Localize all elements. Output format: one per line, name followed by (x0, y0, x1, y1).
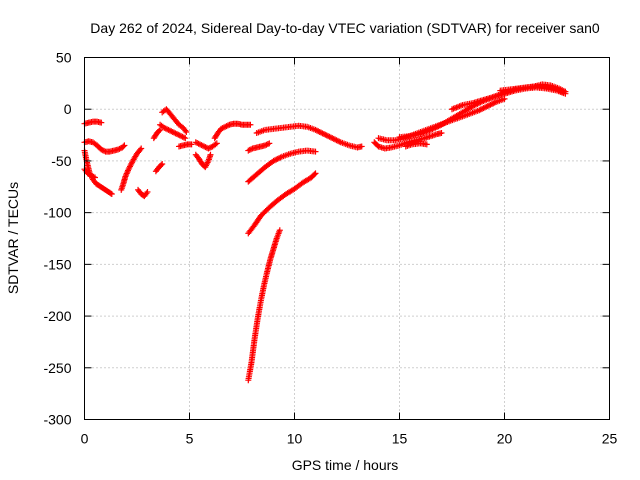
grid-lines (84, 57, 610, 420)
x-tick-labels: 0 5 10 15 20 25 (81, 431, 618, 447)
series-s10 (157, 121, 189, 142)
series-s18 (245, 170, 319, 237)
x-tick-label: 25 (602, 431, 618, 447)
y-tick-label: -250 (43, 360, 71, 376)
y-tick-label: -100 (43, 205, 71, 221)
data-point (108, 191, 115, 198)
data-point (276, 227, 283, 234)
data-point (423, 141, 430, 148)
y-axis-label: SDTVAR / TECUs (5, 182, 21, 294)
series-s8 (150, 126, 164, 142)
series-s9 (159, 106, 190, 135)
series-s1 (81, 118, 105, 127)
plot-frame (84, 57, 610, 420)
series-s2 (81, 138, 128, 155)
data-point (92, 174, 98, 181)
x-axis-label: GPS time / hours (292, 457, 399, 473)
y-tick-label: 50 (56, 50, 72, 66)
series-s11 (176, 141, 195, 150)
data-point (188, 141, 195, 148)
y-tick-label: -300 (43, 412, 71, 428)
x-tick-label: 15 (392, 431, 408, 447)
data-point (159, 161, 166, 168)
data-point (266, 140, 273, 147)
series-s14 (211, 120, 254, 142)
series-s17 (245, 147, 319, 185)
series-s15 (245, 140, 273, 154)
data-point (143, 190, 150, 197)
x-tick-label: 20 (497, 431, 513, 447)
series-s19 (245, 227, 283, 384)
data-point (107, 190, 114, 197)
y-tick-labels: -300 -250 -200 -150 -100 -50 0 50 (43, 50, 71, 428)
data-points (81, 81, 569, 384)
data-point (156, 127, 163, 134)
data-point (137, 146, 144, 153)
series-s12 (192, 151, 214, 171)
data-point (501, 95, 508, 102)
x-tick-label: 0 (81, 431, 89, 447)
data-point (207, 151, 214, 158)
y-tick-label: -50 (51, 153, 71, 169)
series-s5 (118, 145, 145, 193)
data-point (98, 119, 105, 126)
data-point (121, 142, 128, 149)
axis-ticks (84, 57, 610, 420)
data-point (157, 126, 164, 133)
data-point (213, 140, 220, 147)
data-point (312, 170, 319, 177)
series-s24 (497, 81, 569, 95)
series-s13 (192, 139, 220, 152)
series-s25 (402, 140, 430, 150)
y-tick-label: -150 (43, 256, 71, 272)
y-tick-label: 0 (64, 101, 72, 117)
data-point (98, 146, 105, 153)
data-point (263, 141, 270, 148)
series-s16 (253, 122, 365, 151)
data-point (138, 145, 145, 152)
data-point (438, 130, 445, 137)
data-point (87, 172, 94, 179)
x-tick-label: 5 (186, 431, 194, 447)
data-point (311, 171, 318, 178)
data-point (248, 146, 255, 153)
data-point (312, 148, 319, 155)
series-s22 (396, 83, 567, 141)
data-point (358, 143, 365, 150)
data-point (247, 121, 254, 128)
data-point (158, 162, 165, 169)
series-s4 (81, 166, 98, 181)
data-point (183, 128, 190, 135)
series-s21 (375, 95, 508, 144)
series-s6 (135, 186, 151, 200)
chart-title: Day 262 of 2024, Sidereal Day-to-day VTE… (90, 20, 600, 36)
x-tick-label: 10 (287, 431, 303, 447)
data-point (144, 188, 151, 195)
data-point (182, 127, 189, 134)
data-point (182, 135, 189, 142)
series-s7 (152, 161, 166, 175)
data-point (562, 88, 569, 95)
data-point (120, 143, 127, 150)
y-tick-label: -200 (43, 308, 71, 324)
